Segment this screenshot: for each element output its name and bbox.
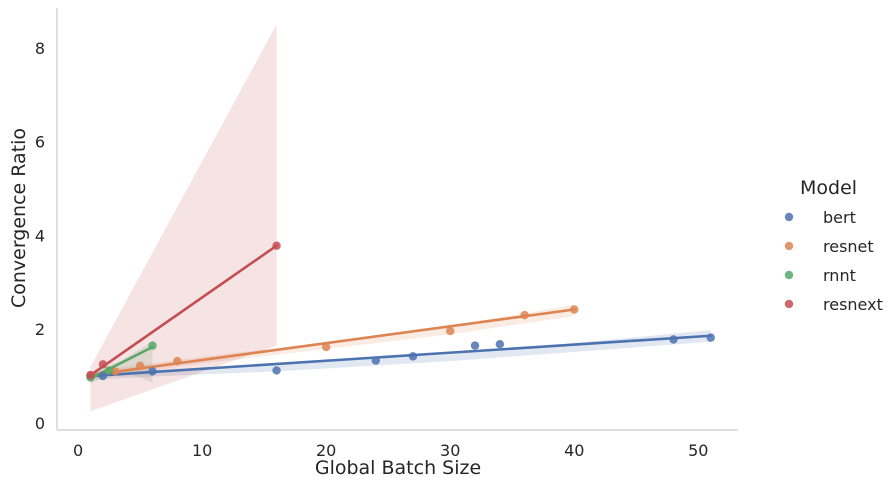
data-points — [86, 241, 715, 382]
point-resnext-2 — [272, 241, 281, 250]
legend-label-bert: bert — [823, 208, 856, 227]
fit-line-resnext — [89, 244, 278, 377]
fit-line-bert — [89, 334, 713, 378]
point-bert-9 — [706, 333, 715, 342]
point-bert-2 — [148, 367, 157, 376]
point-resnet-6 — [520, 310, 529, 320]
band-resnext — [90, 24, 277, 412]
y-tick-label-6: 6 — [35, 133, 45, 152]
point-resnet-5 — [446, 326, 455, 336]
y-tick-labels: 0 2 4 6 8 — [35, 39, 45, 433]
point-resnext-1 — [98, 360, 108, 369]
point-resnet-1 — [111, 367, 120, 376]
x-tick-labels: 0 10 20 30 40 50 — [73, 441, 708, 460]
legend-marker-resnet — [784, 241, 794, 251]
point-bert-7 — [495, 339, 505, 349]
point-bert-6 — [470, 341, 480, 350]
point-bert-3 — [272, 366, 281, 375]
point-resnet-4 — [321, 342, 331, 352]
legend-marker-resnext — [784, 299, 794, 309]
legend-label-resnext: resnext — [823, 295, 883, 314]
point-resnet-3 — [173, 356, 182, 366]
x-tick-label-20: 20 — [316, 441, 336, 460]
y-tick-label-0: 0 — [35, 414, 45, 433]
legend-label-rnnt: rnnt — [823, 266, 856, 285]
x-tick-label-0: 0 — [73, 441, 83, 460]
y-axis-title: Convergence Ratio — [8, 128, 30, 308]
point-resnet-7 — [570, 305, 579, 314]
legend-marker-rnnt — [784, 270, 794, 280]
point-bert-4 — [371, 356, 380, 365]
regression-lines — [89, 244, 713, 380]
x-tick-label-50: 50 — [688, 441, 708, 460]
point-resnext-0 — [86, 370, 95, 380]
x-tick-label-30: 30 — [440, 441, 460, 460]
legend-title: Model — [800, 177, 857, 199]
y-tick-label-4: 4 — [35, 226, 45, 245]
confidence-bands — [90, 24, 711, 412]
point-bert-1 — [98, 371, 108, 381]
point-bert-8 — [669, 335, 678, 344]
point-resnet-2 — [135, 361, 145, 370]
point-bert-5 — [408, 352, 418, 361]
point-rnnt-2 — [148, 341, 157, 350]
y-tick-label-2: 2 — [35, 320, 45, 339]
x-axis-title: Global Batch Size — [315, 457, 481, 479]
legend-marker-bert — [784, 212, 794, 222]
legend: Model bert resnet rnnt resnext — [784, 177, 883, 314]
band-bert — [90, 330, 711, 380]
y-tick-label-8: 8 — [35, 39, 45, 58]
fit-line-resnet — [89, 308, 576, 377]
point-rnnt-1 — [104, 366, 114, 375]
legend-label-resnet: resnet — [823, 237, 874, 256]
x-tick-label-10: 10 — [192, 441, 212, 460]
x-tick-label-40: 40 — [564, 441, 584, 460]
